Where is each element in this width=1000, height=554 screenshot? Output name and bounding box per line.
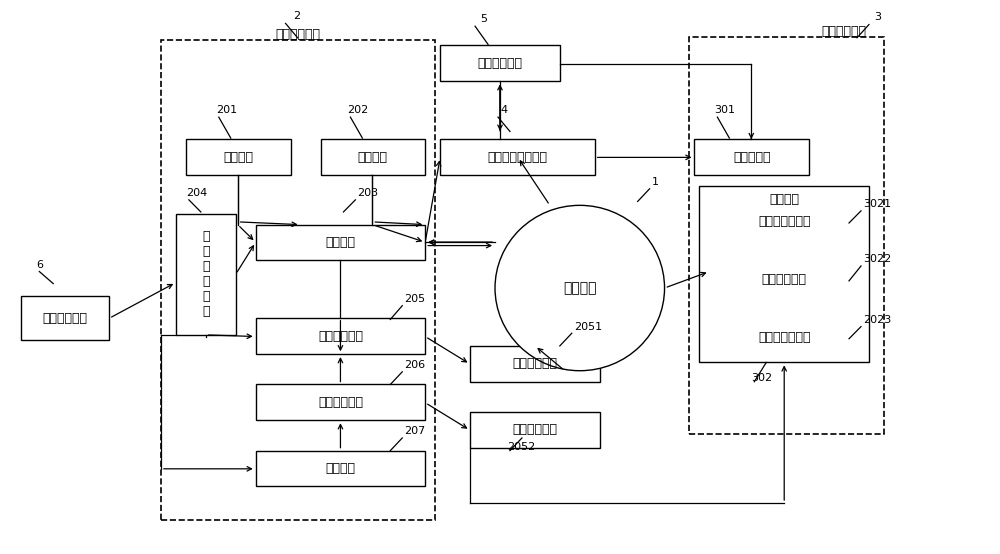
Bar [440,139,595,175]
Bar [256,319,425,354]
Bar [709,321,859,354]
Text: 数据分类处理模块: 数据分类处理模块 [487,151,547,163]
Text: 统计查询系统: 统计查询系统 [822,25,867,38]
Text: 301: 301 [714,105,735,115]
Text: 1: 1 [652,177,659,187]
Bar [320,139,425,175]
Ellipse shape [495,206,665,371]
Text: 采集单元: 采集单元 [325,236,355,249]
Text: 2023: 2023 [863,315,891,325]
Text: 202: 202 [347,105,369,115]
Text: 路由显示单元: 路由显示单元 [318,330,363,343]
Text: 时间查询模块: 时间查询模块 [762,273,807,286]
Text: 205: 205 [404,294,425,304]
Text: 302: 302 [751,373,772,383]
Bar [470,346,600,382]
Text: 图文显示模块: 图文显示模块 [512,357,557,370]
Text: 3: 3 [874,12,881,22]
Text: 203: 203 [357,188,379,198]
Bar [256,224,425,260]
Text: 2051: 2051 [574,321,602,332]
Bar [161,40,435,520]
Text: 204: 204 [186,188,207,198]
Text: 语音播报模块: 语音播报模块 [512,423,557,437]
Bar [709,263,859,296]
Bar [470,412,600,448]
Text: 6: 6 [36,260,43,270]
Text: 206: 206 [404,360,425,370]
Text: 4: 4 [500,105,507,115]
Text: 3022: 3022 [863,254,891,264]
Text: 历史数据库: 历史数据库 [733,151,771,163]
Text: 2052: 2052 [507,442,535,452]
Text: 查询单元: 查询单元 [769,193,799,206]
Text: 5: 5 [480,14,487,24]
Text: 对比反馈模块: 对比反馈模块 [478,57,522,70]
Text: 数据处理系统: 数据处理系统 [276,28,321,41]
Text: 光
缆
探
测
单
元: 光 缆 探 测 单 元 [202,230,210,318]
Text: 定位单元: 定位单元 [223,151,253,163]
Text: 数据值查询模块: 数据值查询模块 [758,331,810,344]
Bar [689,37,884,434]
Bar [440,45,560,81]
Bar [21,296,109,340]
Text: 光缆路由: 光缆路由 [325,462,355,475]
Text: 关键词查询模块: 关键词查询模块 [758,216,810,228]
Text: 警报模块: 警报模块 [358,151,388,163]
Text: 3021: 3021 [863,199,891,209]
Bar [256,384,425,420]
Bar [709,206,859,238]
Text: 2: 2 [294,11,301,20]
Bar [699,186,869,362]
Bar [694,139,809,175]
Text: 控制单元: 控制单元 [563,281,597,295]
Bar [256,450,425,486]
Text: 精标操作单元: 精标操作单元 [43,312,88,325]
Text: 路由推送单元: 路由推送单元 [318,396,363,409]
Bar [176,214,236,335]
Text: 201: 201 [216,105,237,115]
Text: 207: 207 [404,427,426,437]
Bar [186,139,291,175]
